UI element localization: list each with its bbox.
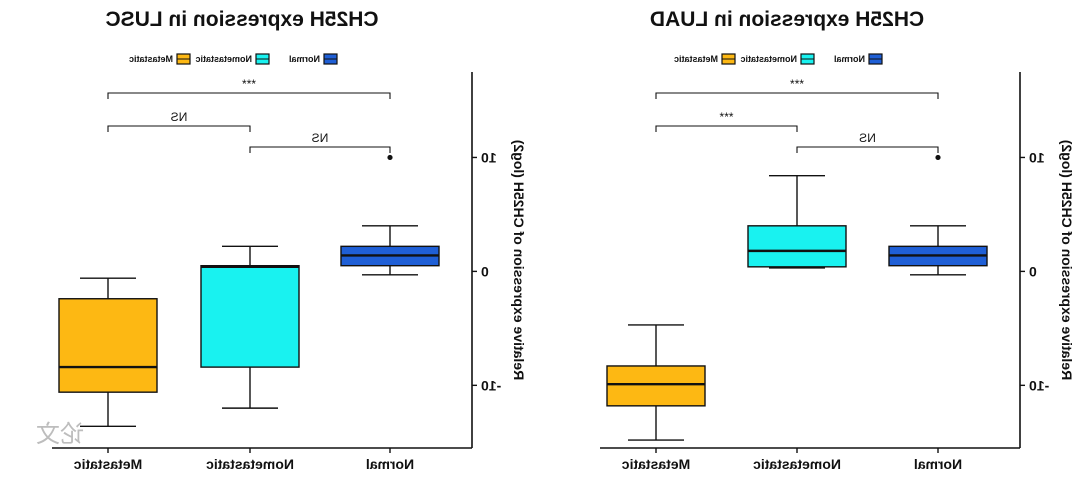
y-axis-label: Relative expression of CH25H (log2) xyxy=(1059,140,1075,380)
significance-label: *** xyxy=(719,110,733,124)
legend: Normal Nometastatic Metastatic xyxy=(129,53,338,65)
box-body xyxy=(200,264,300,368)
x-tick-label: Nometastatic xyxy=(206,456,294,472)
significance-bracket: *** xyxy=(655,110,798,132)
panel-lusc: CH25H expression in LUSC Normal Nometastat… xyxy=(52,8,527,472)
legend-item-metastatic: Metastatic xyxy=(129,53,191,65)
legend-item-normal: Normal xyxy=(834,53,883,65)
outlier-point xyxy=(935,154,941,161)
significance-bracket: *** xyxy=(107,77,391,99)
box-metastatic xyxy=(58,277,158,428)
legend-label: Normal xyxy=(834,54,865,64)
chart-title: CH25H expression in LUAD xyxy=(650,8,924,31)
significance-label: *** xyxy=(242,77,256,91)
legend-label: Normal xyxy=(289,54,320,64)
box-normal xyxy=(340,154,440,276)
bracket-line xyxy=(655,125,798,132)
significance-bracket: NS xyxy=(249,131,391,153)
y-tick-label: 0 xyxy=(481,263,489,279)
box-nometastatic xyxy=(747,174,847,269)
x-tick-label: Nometastatic xyxy=(753,456,841,472)
panel-luad: CH25H expression in LUAD Normal Nometastat… xyxy=(600,8,1075,472)
significance-label: *** xyxy=(790,77,804,91)
legend-label: Nometastatic xyxy=(195,54,252,64)
y-axis-label: Relative expression of CH25H (log2) xyxy=(511,140,527,380)
bracket-line xyxy=(107,125,251,132)
significance-bracket: NS xyxy=(796,131,939,153)
significance-label: NS xyxy=(171,110,188,124)
box-body xyxy=(606,365,706,407)
legend-label: Nometastatic xyxy=(740,54,797,64)
y-tick-label: 10 xyxy=(1029,149,1045,165)
legend-item-nometastatic: Nometastatic xyxy=(195,53,270,65)
x-tick-label: Metastatic xyxy=(74,456,143,472)
box-normal xyxy=(888,154,988,276)
y-tick-label: -10 xyxy=(481,377,501,393)
legend: Normal Nometastatic Metastatic xyxy=(674,53,883,65)
x-tick-label: Normal xyxy=(914,456,962,472)
chart-title: CH25H expression in LUSC xyxy=(105,8,378,31)
watermark-text: 论文 xyxy=(36,420,84,448)
bracket-line xyxy=(107,92,391,99)
legend-item-nometastatic: Nometastatic xyxy=(740,53,815,65)
y-tick-label: 0 xyxy=(1029,263,1037,279)
x-tick-label: Metastatic xyxy=(622,456,691,472)
outlier-point xyxy=(387,154,393,161)
legend-label: Metastatic xyxy=(674,54,718,64)
significance-label: NS xyxy=(859,131,876,145)
bracket-line xyxy=(655,92,939,99)
y-tick-label: 10 xyxy=(481,149,497,165)
box-metastatic xyxy=(606,324,706,441)
significance-label: NS xyxy=(312,131,329,145)
box-nometastatic xyxy=(200,245,300,409)
box-body xyxy=(58,298,158,393)
bracket-line xyxy=(249,146,391,153)
legend-item-metastatic: Metastatic xyxy=(674,53,736,65)
box-body xyxy=(747,225,847,268)
watermark: 论文 xyxy=(36,414,84,449)
y-tick-label: -10 xyxy=(1029,377,1049,393)
significance-bracket: NS xyxy=(107,110,251,132)
bracket-line xyxy=(796,146,939,153)
legend-item-normal: Normal xyxy=(289,53,338,65)
x-tick-label: Normal xyxy=(366,456,414,472)
significance-bracket: *** xyxy=(655,77,939,99)
legend-label: Metastatic xyxy=(129,54,173,64)
